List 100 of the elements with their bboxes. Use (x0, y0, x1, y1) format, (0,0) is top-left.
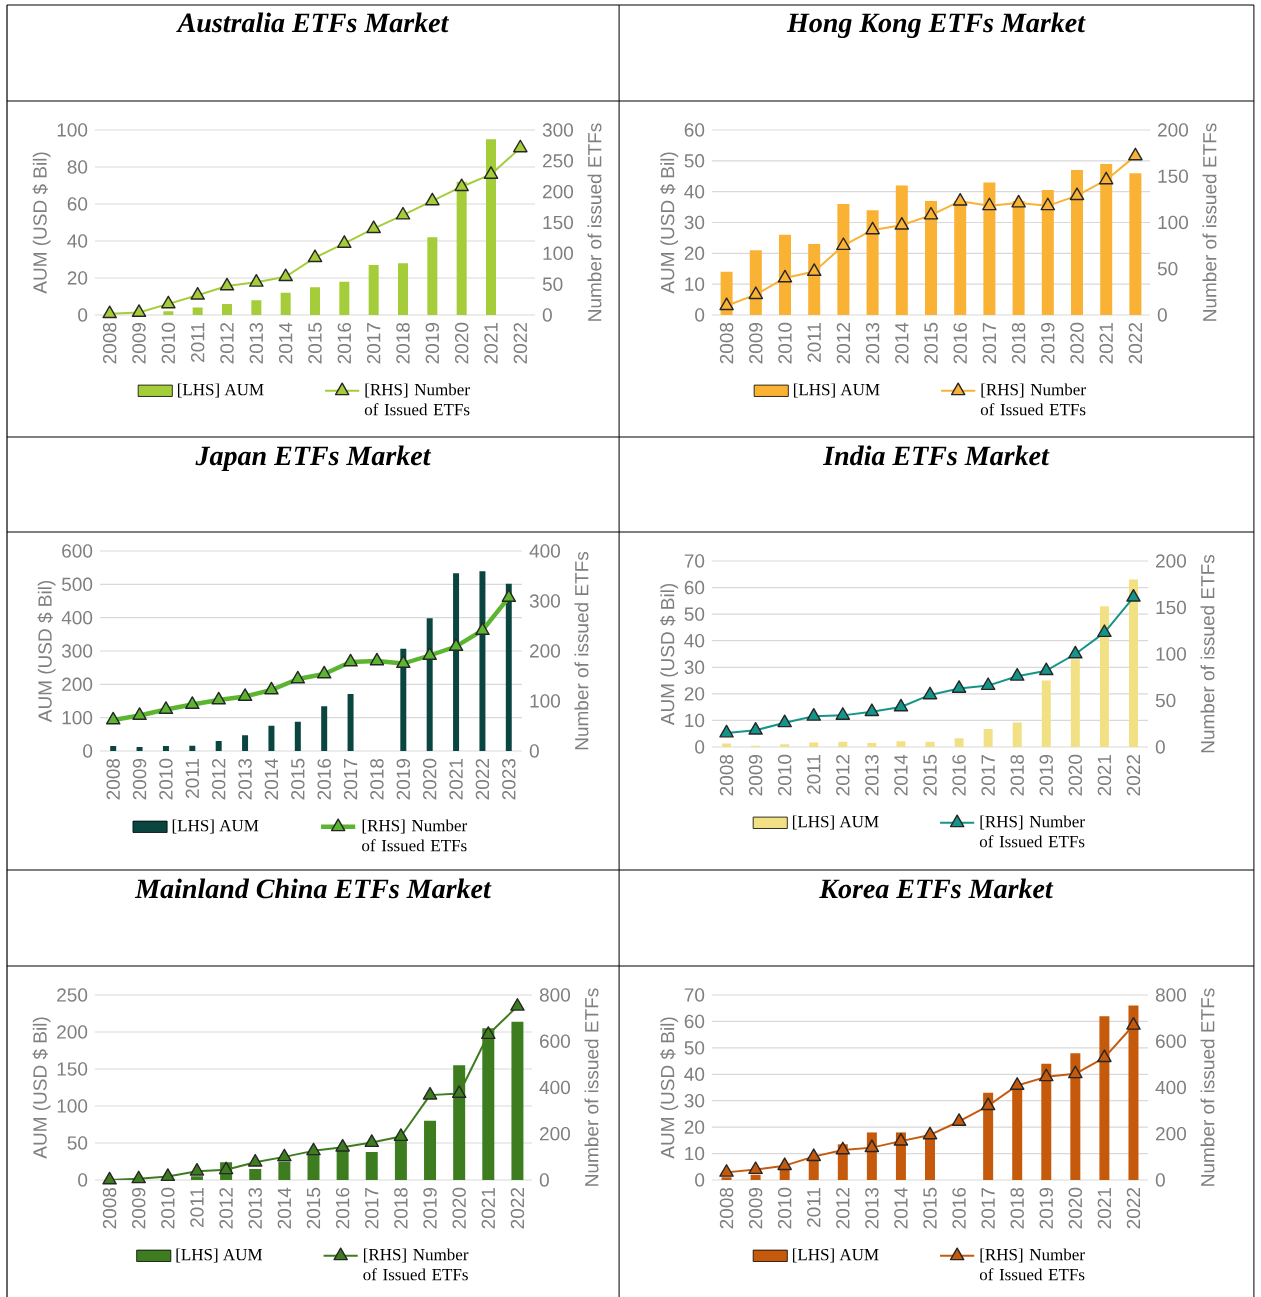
y2-tick-label: 250 (543, 154, 574, 168)
x-tick-label: 2016 (952, 1187, 966, 1229)
y-tick-label: 20 (684, 246, 705, 261)
legend-label: [LHS] AUM (177, 383, 264, 398)
y2-tick-label: 100 (530, 694, 561, 708)
x-tick-label: 2019 (425, 322, 440, 364)
point (290, 670, 306, 684)
point (748, 721, 763, 735)
point (865, 221, 880, 235)
x-tick-label: 2020 (1070, 322, 1084, 364)
chart-title: Japan ETFs Market (195, 445, 432, 471)
point (219, 277, 235, 291)
x-tick-label: 2012 (211, 759, 226, 800)
bar (215, 740, 222, 751)
point (105, 711, 121, 725)
y-axis-title: AUM (USD $ Bil) (660, 583, 679, 726)
x-tick-label: 2013 (865, 322, 880, 364)
bar (426, 618, 433, 751)
y2-tick-label: 0 (1155, 740, 1165, 754)
bar (1099, 606, 1109, 747)
x-tick-label: 2009 (131, 1187, 146, 1229)
y2-tick-label: 0 (529, 744, 539, 758)
bar (347, 694, 354, 751)
point (277, 1148, 292, 1162)
bar (110, 745, 117, 751)
point (425, 192, 440, 206)
legend-label: [LHS] AUM (792, 1248, 879, 1263)
x-tick-label: 2014 (894, 1187, 908, 1229)
x-tick-label: 2015 (923, 1187, 937, 1229)
x-tick-label: 2018 (396, 322, 410, 364)
point (481, 1026, 496, 1040)
y2-tick-label: 300 (529, 594, 561, 608)
chart-title: Hong Kong ETFs Market (786, 12, 1086, 38)
y2-tick-label: 600 (1156, 1034, 1187, 1048)
y2-tick-label: 200 (530, 644, 561, 658)
x-tick-label: 2020 (422, 758, 437, 800)
point (1068, 645, 1083, 659)
y2-tick-label: 0 (542, 308, 552, 322)
x-tick-label: 2020 (1068, 1187, 1083, 1229)
x-tick-label: 2011 (185, 759, 200, 798)
point (1009, 668, 1025, 681)
bar (1041, 680, 1051, 747)
y-tick-label: 200 (57, 1025, 88, 1039)
x-tick-label: 2023 (502, 758, 516, 800)
point (218, 1161, 234, 1175)
point (102, 1171, 117, 1185)
x-tick-label: 2019 (1041, 322, 1055, 364)
x-tick-label: 2016 (317, 758, 331, 800)
x-tick-label: 2009 (749, 322, 763, 364)
point (1011, 194, 1026, 208)
point (396, 655, 411, 668)
x-tick-label: 2012 (836, 323, 851, 364)
y-tick-label: 70 (684, 988, 705, 1002)
x-tick-label: 2017 (365, 1188, 379, 1229)
point (237, 688, 253, 701)
legend-label: [RHS] Number of Issued ETFs (364, 383, 470, 416)
chart-title: Korea ETFs Market (819, 878, 1054, 899)
x-tick-label: 2018 (1011, 322, 1026, 364)
point (951, 680, 967, 693)
point (366, 220, 381, 234)
point (501, 589, 517, 602)
y-tick-label: 100 (62, 710, 93, 725)
bar (780, 744, 790, 747)
x-tick-label: 2012 (219, 1188, 233, 1229)
point (836, 237, 851, 251)
point (513, 139, 528, 153)
point (264, 681, 279, 695)
x-tick-label: 2022 (510, 1188, 525, 1229)
y-tick-label: 0 (695, 740, 705, 754)
x-tick-label: 2010 (159, 758, 173, 800)
point (510, 998, 525, 1011)
y-axis-title: AUM (USD $ Bil) (37, 580, 56, 723)
bar (189, 745, 196, 751)
point (952, 192, 968, 206)
y-tick-label: 10 (685, 1146, 705, 1161)
bar (838, 741, 848, 747)
y2-tick-label: 600 (540, 1034, 571, 1048)
point (475, 622, 490, 635)
point (131, 1170, 146, 1184)
y-axis-title: AUM (USD $ Bil) (660, 1017, 679, 1159)
x-tick-label: 2021 (1099, 323, 1113, 364)
bar (809, 742, 819, 747)
point (1068, 1065, 1083, 1079)
y2-axis-title: Number of issued ETFs (574, 551, 589, 750)
y2-axis-title: Number of issued ETFs (1200, 554, 1215, 753)
point (161, 295, 176, 309)
x-tick-label: 2022 (1126, 1188, 1141, 1229)
y2-tick-label: 100 (1158, 215, 1189, 230)
y-tick-label: 100 (57, 1099, 88, 1113)
x-tick-label: 2021 (449, 759, 463, 800)
legend-label: [RHS] Number of Issued ETFs (979, 1248, 1085, 1281)
y-tick-label: 10 (685, 713, 705, 728)
y-tick-label: 30 (684, 660, 705, 675)
bar (251, 300, 262, 315)
x-tick-label: 2008 (719, 754, 734, 796)
bar (321, 706, 328, 751)
bar (310, 287, 320, 315)
bar (1041, 1063, 1052, 1180)
y2-tick-label: 400 (1155, 1080, 1187, 1095)
y2-tick-label: 400 (529, 544, 561, 558)
